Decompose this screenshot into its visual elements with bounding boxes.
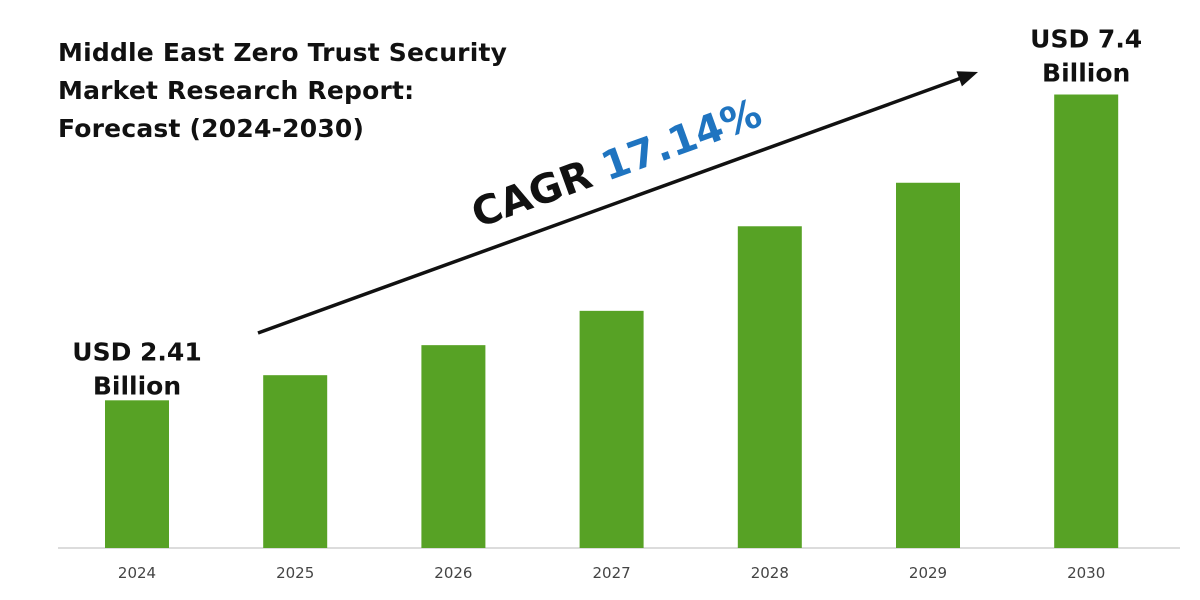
x-tick-label-2030: 2030 xyxy=(1067,564,1105,582)
x-tick-label-2029: 2029 xyxy=(909,564,947,582)
x-tick-label-2024: 2024 xyxy=(118,564,156,582)
bar-2027 xyxy=(579,310,644,548)
x-tick-label-2027: 2027 xyxy=(593,564,631,582)
data-label-2030-line-2: Billion xyxy=(1042,59,1130,88)
bar-2026 xyxy=(421,345,486,548)
chart-title-line-3: Forecast (2024-2030) xyxy=(58,114,365,143)
data-label-2024-line-2: Billion xyxy=(93,371,181,400)
x-tick-label-2025: 2025 xyxy=(276,564,314,582)
bar-2025 xyxy=(263,375,328,548)
bar-2024 xyxy=(105,400,169,548)
data-label-2030-line-1: USD 7.4 xyxy=(1030,25,1142,54)
trend-arrow-line xyxy=(257,75,965,335)
x-tick-label-2028: 2028 xyxy=(751,564,789,582)
chart-title-line-1: Middle East Zero Trust Security xyxy=(58,38,508,67)
bar-2028 xyxy=(737,226,802,548)
bar-2030 xyxy=(1054,94,1119,548)
trend-arrowhead xyxy=(956,71,978,87)
bar-2029 xyxy=(896,182,960,548)
chart-title: Middle East Zero Trust Security Market R… xyxy=(58,34,578,148)
data-label-2024-line-1: USD 2.41 xyxy=(72,337,201,366)
cagr-prefix: CAGR xyxy=(466,147,611,237)
chart-title-line-2: Market Research Report: xyxy=(58,76,415,105)
cagr-value: 17.14% xyxy=(595,90,767,190)
x-tick-label-2026: 2026 xyxy=(434,564,472,582)
